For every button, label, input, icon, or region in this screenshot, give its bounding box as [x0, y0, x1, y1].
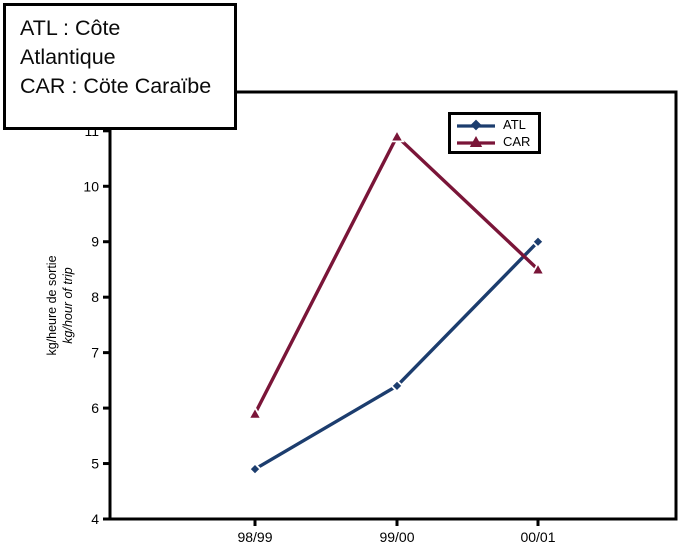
legend-item-car: CAR	[456, 133, 535, 150]
legend-item-atl: ATL	[456, 116, 535, 133]
y-tick-label: 4	[91, 511, 99, 527]
annotation-box: ATL : Côte Atlantique CAR : Cöte Caraïbe	[3, 3, 237, 130]
y-tick-label: 10	[83, 178, 99, 194]
atl-legend-marker	[470, 119, 482, 130]
x-category-label: 99/00	[379, 529, 414, 545]
car-marker	[530, 261, 546, 276]
atl-marker	[390, 379, 404, 393]
car-legend-marker	[469, 135, 483, 147]
y-axis-label-fr: kg/heure de sortie	[45, 255, 59, 355]
y-axis-label-en: kg/hour of trip	[61, 267, 75, 343]
legend-label-atl: ATL	[503, 117, 526, 132]
car-line-marker-swatch	[457, 135, 495, 147]
y-tick-label: 6	[91, 400, 99, 416]
car-marker	[247, 405, 263, 420]
y-tick-label: 7	[91, 345, 99, 361]
y-tick-label: 5	[91, 456, 99, 472]
legend-label-car: CAR	[503, 134, 531, 149]
atl-line-marker-swatch	[457, 119, 495, 130]
atl-marker	[248, 462, 262, 476]
atl-marker	[531, 235, 545, 249]
chart-legend: ATL CAR	[448, 112, 541, 154]
y-tick-label: 8	[91, 289, 99, 305]
car-marker	[389, 128, 405, 143]
x-category-label: 00/01	[520, 529, 555, 545]
y-tick-label: 9	[91, 234, 99, 250]
annotation-line: ATL : Côte	[20, 16, 121, 40]
car-line	[253, 133, 540, 415]
annotation-line: CAR : Cöte Caraïbe	[20, 74, 212, 98]
annotation-line: Atlantique	[20, 45, 116, 69]
plot-frame	[108, 90, 678, 521]
atl-line	[254, 240, 540, 471]
x-category-label: 98/99	[237, 529, 272, 545]
